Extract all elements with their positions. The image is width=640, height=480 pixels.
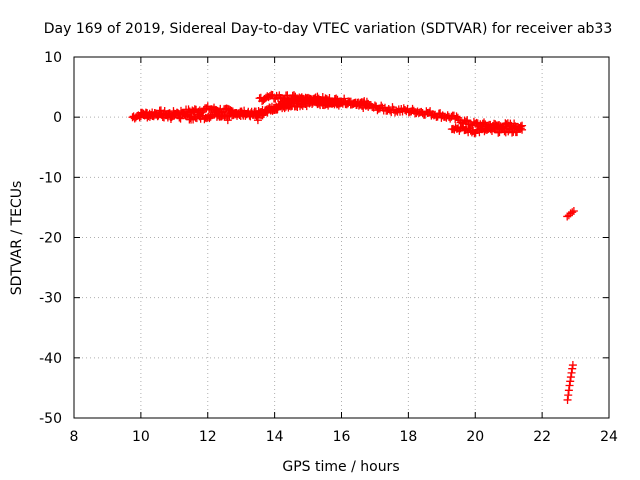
x-tick-label: 12: [199, 429, 217, 445]
x-tick-label: 20: [466, 429, 484, 445]
y-tick-label: -40: [39, 351, 62, 367]
data-point: [332, 100, 341, 109]
data-point: [566, 377, 575, 386]
data-point: [194, 110, 203, 119]
data-point: [279, 102, 288, 111]
x-tick-label: 16: [333, 429, 351, 445]
y-tick-label: -20: [39, 231, 62, 247]
data-point: [364, 99, 373, 108]
data-point: [253, 116, 262, 125]
chart-title: Day 169 of 2019, Sidereal Day-to-day VTE…: [44, 21, 613, 37]
data-point: [187, 115, 196, 124]
data-point: [334, 98, 343, 107]
y-tick-label: -50: [39, 411, 62, 427]
data-points: [128, 90, 578, 404]
data-point: [217, 112, 226, 121]
data-point: [172, 108, 181, 117]
x-tick-label: 8: [70, 429, 79, 445]
data-point: [565, 381, 574, 390]
axis-ticks: [73, 56, 610, 419]
y-tick-label: -30: [39, 291, 62, 307]
x-axis-label: GPS time / hours: [282, 459, 399, 475]
data-point: [568, 364, 577, 373]
data-point: [564, 391, 573, 400]
data-point: [499, 123, 508, 132]
data-point: [408, 104, 417, 113]
y-axis-label: SDTVAR / TECUs: [9, 181, 25, 296]
tick-labels: 8 10 12 14 16 18 20 22 24 -50 -40 -30 -20 -10 0 10: [39, 50, 618, 445]
data-point: [166, 114, 175, 123]
data-point: [176, 114, 185, 123]
x-tick-label: 14: [266, 429, 284, 445]
data-point: [568, 361, 577, 370]
y-tick-label: -10: [39, 170, 62, 186]
data-point: [568, 208, 577, 217]
data-point: [223, 116, 232, 125]
x-tick-label: 22: [533, 429, 551, 445]
data-point: [290, 91, 299, 100]
data-point: [563, 395, 572, 404]
x-tick-label: 18: [399, 429, 417, 445]
y-tick-label: 10: [44, 50, 62, 66]
data-point: [567, 368, 576, 377]
data-point: [516, 124, 525, 133]
data-point: [566, 373, 575, 382]
x-tick-label: 10: [132, 429, 150, 445]
data-point: [569, 207, 578, 216]
y-tick-label: 0: [53, 110, 62, 126]
data-point: [564, 386, 573, 395]
data-point: [340, 94, 349, 103]
data-point: [463, 116, 472, 125]
x-tick-label: 24: [600, 429, 618, 445]
data-point: [518, 125, 527, 134]
